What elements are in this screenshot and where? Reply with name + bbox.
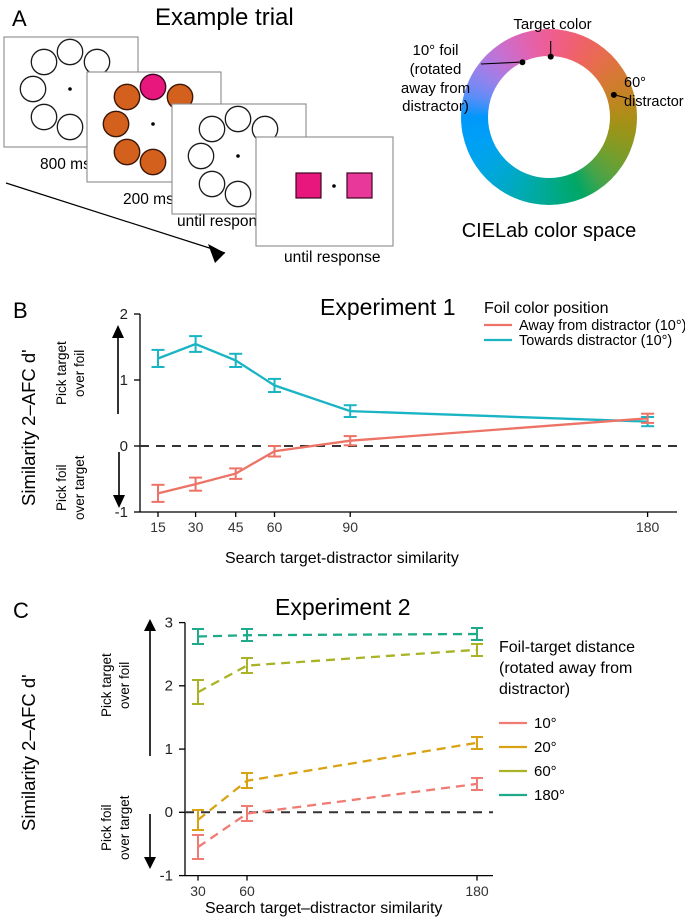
svg-text:0: 0 — [120, 438, 128, 455]
svg-text:3: 3 — [165, 615, 173, 632]
svg-text:2: 2 — [165, 678, 173, 695]
svg-text:-1: -1 — [160, 868, 173, 885]
svg-text:10°: 10° — [534, 715, 557, 732]
svg-text:1: 1 — [120, 372, 128, 389]
svg-text:45: 45 — [228, 519, 244, 535]
svg-text:Away from distractor (10°): Away from distractor (10°) — [519, 318, 685, 334]
svg-text:15: 15 — [150, 519, 166, 535]
svg-text:2: 2 — [120, 306, 128, 323]
svg-text:180: 180 — [636, 519, 660, 535]
svg-text:60: 60 — [239, 883, 255, 899]
svg-text:Towards distractor (10°): Towards distractor (10°) — [519, 333, 672, 349]
svg-text:180: 180 — [465, 883, 489, 899]
svg-text:0: 0 — [165, 804, 173, 821]
svg-text:30: 30 — [188, 519, 204, 535]
svg-text:30: 30 — [190, 883, 206, 899]
svg-text:60: 60 — [267, 519, 283, 535]
svg-text:-1: -1 — [115, 504, 128, 521]
svg-text:60°: 60° — [534, 763, 557, 780]
svg-text:20°: 20° — [534, 739, 557, 756]
svg-text:90: 90 — [342, 519, 358, 535]
svg-text:180°: 180° — [534, 787, 565, 804]
svg-text:1: 1 — [165, 741, 173, 758]
